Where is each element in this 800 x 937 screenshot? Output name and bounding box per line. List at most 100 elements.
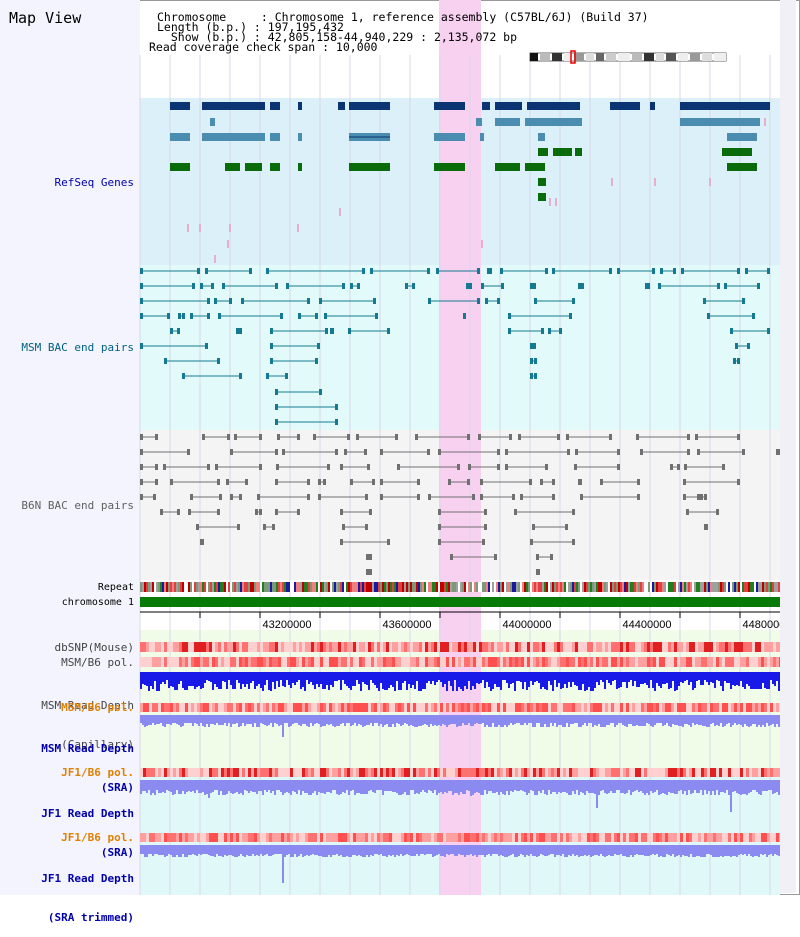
msm-depth-capillary-bar: [530, 672, 532, 681]
repeat-feature: [644, 582, 646, 592]
msm-depth-capillary-bar: [538, 672, 540, 683]
repeat-feature: [672, 582, 674, 592]
jf1-depth-trim-bar: [660, 845, 662, 856]
track-label-msm-depth-sra[interactable]: MSM Read Depth (SRA): [41, 716, 134, 807]
track-label-repeat[interactable]: Repeat: [97, 582, 134, 593]
jf1-depth-trim-bar: [402, 845, 404, 856]
dbsnp-cell: [560, 642, 563, 652]
track-label-refseq[interactable]: RefSeq Genes: [54, 176, 134, 189]
msm-b6-pol-cell: [635, 657, 638, 667]
track-label-chromosome[interactable]: chromosome 1: [61, 597, 134, 608]
jf1-b6-pol-2-cell: [596, 833, 599, 842]
repeat-feature: [368, 582, 370, 592]
msm-depth-sra-bar: [696, 715, 698, 724]
jf1-b6-pol-cell: [425, 768, 428, 777]
msm-depth-capillary-bar: [674, 672, 676, 691]
msm-depth-sra-bar: [306, 715, 308, 726]
track-label-msm-depth-capillary[interactable]: MSM Read Depth (Capillary): [41, 673, 134, 764]
msm-depth-capillary-bar: [648, 672, 650, 688]
msm-depth-capillary-bar: [470, 672, 472, 690]
msm-bac-pair-end: [534, 373, 537, 379]
jf1-depth-trim-bar: [722, 845, 724, 857]
track-label-msm-bac[interactable]: MSM BAC end pairs: [21, 341, 134, 354]
msm-depth-sra-bar: [482, 715, 484, 723]
repeat-feature: [522, 582, 524, 592]
jf1-b6-pol-cell: [341, 768, 344, 777]
jf1-b6-pol-cell: [242, 768, 245, 777]
b6n-bac-pair-end: [480, 479, 483, 485]
jf1-depth-trim-bar: [578, 845, 580, 857]
dbsnp-cell: [542, 642, 545, 652]
jf1-b6-pol-2-cell: [395, 833, 398, 842]
track-label-jf1-depth-sra[interactable]: JF1 Read Depth (SRA): [41, 781, 134, 872]
msm-b6-pol-2-cell: [488, 703, 491, 712]
jf1-depth-trim-bar: [184, 845, 186, 857]
msm-depth-capillary-bar: [652, 672, 654, 688]
msm-b6-pol-cell: [263, 657, 266, 667]
b6n-bac-pair-end: [575, 449, 578, 455]
jf1-depth-trim-bar: [350, 845, 352, 857]
b6n-bac-pair-end: [438, 524, 441, 530]
map-view-plot[interactable]: 43200000 43600000 44000000 44400000 44800000: [0, 0, 800, 895]
refseq-gene: [525, 163, 545, 171]
jf1-b6-pol-2-cell: [380, 833, 383, 842]
jf1-depth-sra-bar: [568, 780, 570, 795]
jf1-b6-pol-2-cell: [146, 833, 149, 842]
msm-depth-sra-bar: [404, 715, 406, 723]
jf1-b6-pol-cell: [554, 768, 557, 777]
msm-depth-sra-bar: [500, 715, 502, 727]
dbsnp-cell: [683, 642, 686, 652]
msm-b6-pol-2-cell: [767, 703, 770, 712]
msm-b6-pol-2-cell: [434, 703, 437, 712]
track-label-b6n-bac[interactable]: B6N BAC end pairs: [21, 499, 134, 512]
jf1-depth-trim-bar: [506, 845, 508, 857]
jf1-depth-trim-bar: [374, 845, 376, 854]
jf1-depth-sra-bar: [346, 780, 348, 790]
track-label-jf1-b6-pol-2[interactable]: JF1/B6 pol.: [61, 831, 134, 844]
msm-depth-capillary-bar: [598, 672, 600, 685]
msm-b6-pol-cell: [359, 657, 362, 667]
jf1-depth-sra-bar: [320, 780, 322, 793]
msm-b6-pol-2-cell: [653, 703, 656, 712]
dbsnp-cell: [305, 642, 308, 652]
jf1-b6-pol-cell: [416, 768, 419, 777]
jf1-depth-sra-bar: [168, 780, 170, 791]
vertical-scrollbar[interactable]: [780, 0, 796, 893]
msm-depth-sra-bar: [536, 715, 538, 723]
track-label-jf1-depth-trimmed[interactable]: JF1 Read Depth (SRA trimmed): [41, 846, 134, 937]
repeat-feature: [486, 582, 488, 592]
refseq-gene: [270, 102, 280, 110]
msm-b6-pol-2-cell: [665, 703, 668, 712]
track-label-msm-b6-pol-2[interactable]: MSM/B6 pol.: [61, 701, 134, 714]
msm-bac-pair-end: [375, 313, 378, 319]
msm-depth-capillary-bar: [442, 672, 444, 687]
dbsnp-cell: [299, 642, 302, 652]
jf1-depth-sra-bar: [304, 780, 306, 793]
track-label-dbsnp[interactable]: dbSNP(Mouse): [54, 641, 134, 654]
jf1-depth-sra-bar: [538, 780, 540, 791]
jf1-depth-trim-bar: [628, 845, 630, 857]
jf1-b6-pol-2-cell: [542, 833, 545, 842]
track-label-msm-b6-pol[interactable]: MSM/B6 pol.: [61, 656, 134, 669]
jf1-b6-pol-2-cell: [689, 833, 692, 842]
jf1-depth-trim-bar: [436, 845, 438, 855]
b6n-bac-pair-end: [777, 449, 780, 455]
msm-depth-sra-bar: [168, 715, 170, 724]
jf1-depth-trim-bar: [468, 845, 470, 855]
track-label-jf1-b6-pol[interactable]: JF1/B6 pol.: [61, 766, 134, 779]
msm-b6-pol-cell: [695, 657, 698, 667]
msm-bac-pair-end: [534, 358, 537, 364]
repeat-feature: [256, 582, 258, 592]
refseq-gene: [202, 133, 265, 141]
msm-b6-pol-cell: [200, 657, 203, 667]
jf1-b6-pol-cell: [737, 768, 740, 777]
jf1-depth-trim-bar: [240, 845, 242, 854]
msm-depth-capillary-bar: [624, 672, 626, 682]
jf1-depth-sra-bar: [554, 780, 556, 792]
jf1-b6-pol-2-cell: [266, 833, 269, 842]
dbsnp-cell: [359, 642, 362, 652]
msm-b6-pol-2-cell: [452, 703, 455, 712]
b6n-bac-pair-end: [342, 524, 345, 530]
jf1-b6-pol-2-cell: [650, 833, 653, 842]
msm-b6-pol-2-cell: [239, 703, 242, 712]
